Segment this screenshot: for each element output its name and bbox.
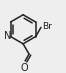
Text: Br: Br	[42, 22, 52, 31]
Text: N: N	[4, 31, 11, 41]
Text: O: O	[21, 63, 28, 73]
